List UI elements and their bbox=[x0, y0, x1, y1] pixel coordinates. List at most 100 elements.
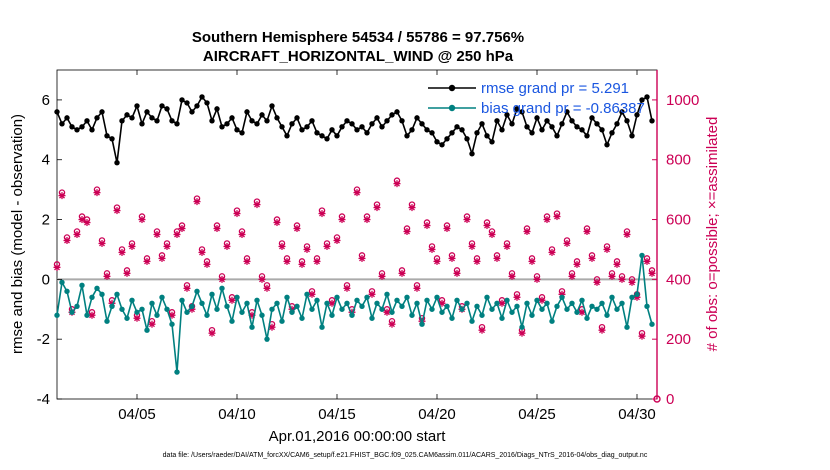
rmse-point bbox=[539, 127, 545, 133]
rmse-point bbox=[114, 160, 120, 166]
assimilated-obs-point bbox=[183, 284, 191, 292]
bias-point bbox=[349, 312, 355, 318]
rmse-point bbox=[649, 118, 655, 124]
assimilated-obs-stroke bbox=[554, 213, 560, 220]
assimilated-obs-stroke bbox=[269, 324, 275, 331]
legend-rmse-label: rmse grand pr = 5.291 bbox=[481, 80, 629, 97]
bias-point bbox=[224, 303, 230, 309]
bias-point bbox=[384, 291, 390, 298]
assimilated-obs-stroke bbox=[424, 222, 430, 229]
assimilated-obs-point bbox=[298, 260, 306, 268]
rmse-point bbox=[94, 115, 100, 121]
rmse-point bbox=[129, 115, 135, 121]
rmse-point bbox=[289, 121, 295, 127]
bias-point bbox=[514, 303, 520, 309]
assimilated-obs-stroke bbox=[519, 330, 525, 337]
rmse-point bbox=[414, 115, 420, 121]
bias-point bbox=[604, 312, 610, 318]
assimilated-obs-stroke bbox=[99, 240, 105, 247]
assimilated-obs-point bbox=[148, 320, 156, 328]
rmse-point bbox=[464, 136, 470, 142]
chart-subtitle: AIRCRAFT_HORIZONTAL_WIND @ 250 hPa bbox=[203, 48, 514, 65]
bias-point bbox=[64, 288, 70, 295]
assimilated-obs-stroke bbox=[629, 279, 635, 286]
rmse-point bbox=[299, 127, 305, 133]
assimilated-obs-point bbox=[198, 248, 206, 256]
assimilated-obs-stroke bbox=[499, 300, 505, 307]
assimilated-obs-point bbox=[233, 210, 241, 218]
assimilated-obs-stroke bbox=[614, 261, 620, 268]
assimilated-obs-point bbox=[173, 231, 181, 238]
assimilated-obs-point bbox=[313, 257, 321, 265]
rmse-point bbox=[254, 121, 260, 127]
bias-point bbox=[454, 297, 460, 303]
rmse-point bbox=[134, 103, 140, 109]
assimilated-obs-point bbox=[363, 216, 371, 224]
assimilated-obs-point bbox=[208, 329, 216, 337]
rmse-point bbox=[529, 130, 535, 136]
legend: rmse grand pr = 5.291 bias grand pr = -0… bbox=[428, 80, 645, 117]
rmse-point bbox=[224, 121, 230, 127]
assimilated-obs-point bbox=[608, 272, 616, 280]
rmse-point bbox=[304, 124, 310, 130]
bias-point bbox=[409, 312, 415, 318]
bias-point bbox=[619, 300, 625, 306]
assimilated-obs-stroke bbox=[389, 321, 395, 328]
rmse-point bbox=[504, 112, 510, 118]
assimilated-obs-stroke bbox=[229, 297, 235, 304]
rmse-point bbox=[534, 115, 540, 121]
assimilated-obs-point bbox=[283, 257, 291, 265]
bias-point bbox=[624, 324, 630, 330]
y2-axis-label: # of obs: o=possible; ×=assimilated bbox=[704, 117, 721, 352]
bias-point bbox=[554, 303, 560, 309]
rmse-point bbox=[374, 115, 380, 121]
bias-point bbox=[189, 303, 195, 309]
assimilated-obs-point bbox=[158, 254, 166, 262]
bias-point bbox=[464, 300, 470, 306]
bias-point bbox=[99, 291, 105, 298]
rmse-point bbox=[599, 127, 605, 133]
bias-point bbox=[304, 291, 310, 298]
bias-point bbox=[134, 309, 140, 315]
rmse-point bbox=[549, 124, 555, 130]
bias-point bbox=[649, 321, 655, 327]
assimilated-obs-point bbox=[263, 284, 271, 292]
legend-bias-label: bias grand pr = -0.86387 bbox=[481, 100, 645, 117]
rmse-series bbox=[54, 94, 655, 166]
assimilated-obs-point bbox=[143, 257, 151, 265]
assimilated-obs-stroke bbox=[304, 246, 310, 253]
assimilated-obs-point bbox=[293, 225, 301, 233]
rmse-point bbox=[279, 124, 285, 130]
assimilated-obs-point bbox=[443, 225, 451, 233]
rmse-point bbox=[324, 136, 330, 142]
rmse-point bbox=[89, 127, 95, 133]
assimilated-obs-stroke bbox=[464, 216, 470, 223]
bias-point bbox=[89, 294, 95, 301]
rmse-point bbox=[169, 118, 175, 124]
assimilated-obs-stroke bbox=[574, 261, 580, 268]
bias-point bbox=[249, 324, 255, 330]
assimilated-obs-point bbox=[628, 278, 636, 286]
assimilated-obs-point bbox=[118, 248, 126, 256]
bias-point bbox=[69, 309, 75, 315]
bias-point bbox=[244, 300, 250, 306]
rmse-point bbox=[109, 136, 115, 142]
assimilated-obs-stroke bbox=[159, 255, 165, 262]
y-tick-label: 2 bbox=[42, 212, 50, 229]
assimilated-obs-stroke bbox=[224, 243, 230, 250]
bias-point bbox=[439, 309, 445, 315]
rmse-point bbox=[209, 118, 215, 124]
bias-point bbox=[474, 303, 480, 309]
assimilated-obs-stroke bbox=[479, 327, 485, 334]
rmse-point bbox=[194, 103, 200, 109]
bias-point bbox=[74, 303, 80, 309]
assimilated-obs-point bbox=[473, 257, 481, 265]
x-tick-label: 04/05 bbox=[118, 406, 156, 423]
y2-tick-label: 400 bbox=[666, 271, 691, 288]
bias-point bbox=[544, 300, 550, 306]
assimilated-obs-stroke bbox=[359, 255, 365, 262]
assimilated-obs-point bbox=[323, 242, 331, 250]
y-axis-label: rmse and bias (model - observation) bbox=[9, 114, 26, 354]
assimilated-obs-point bbox=[648, 269, 656, 277]
